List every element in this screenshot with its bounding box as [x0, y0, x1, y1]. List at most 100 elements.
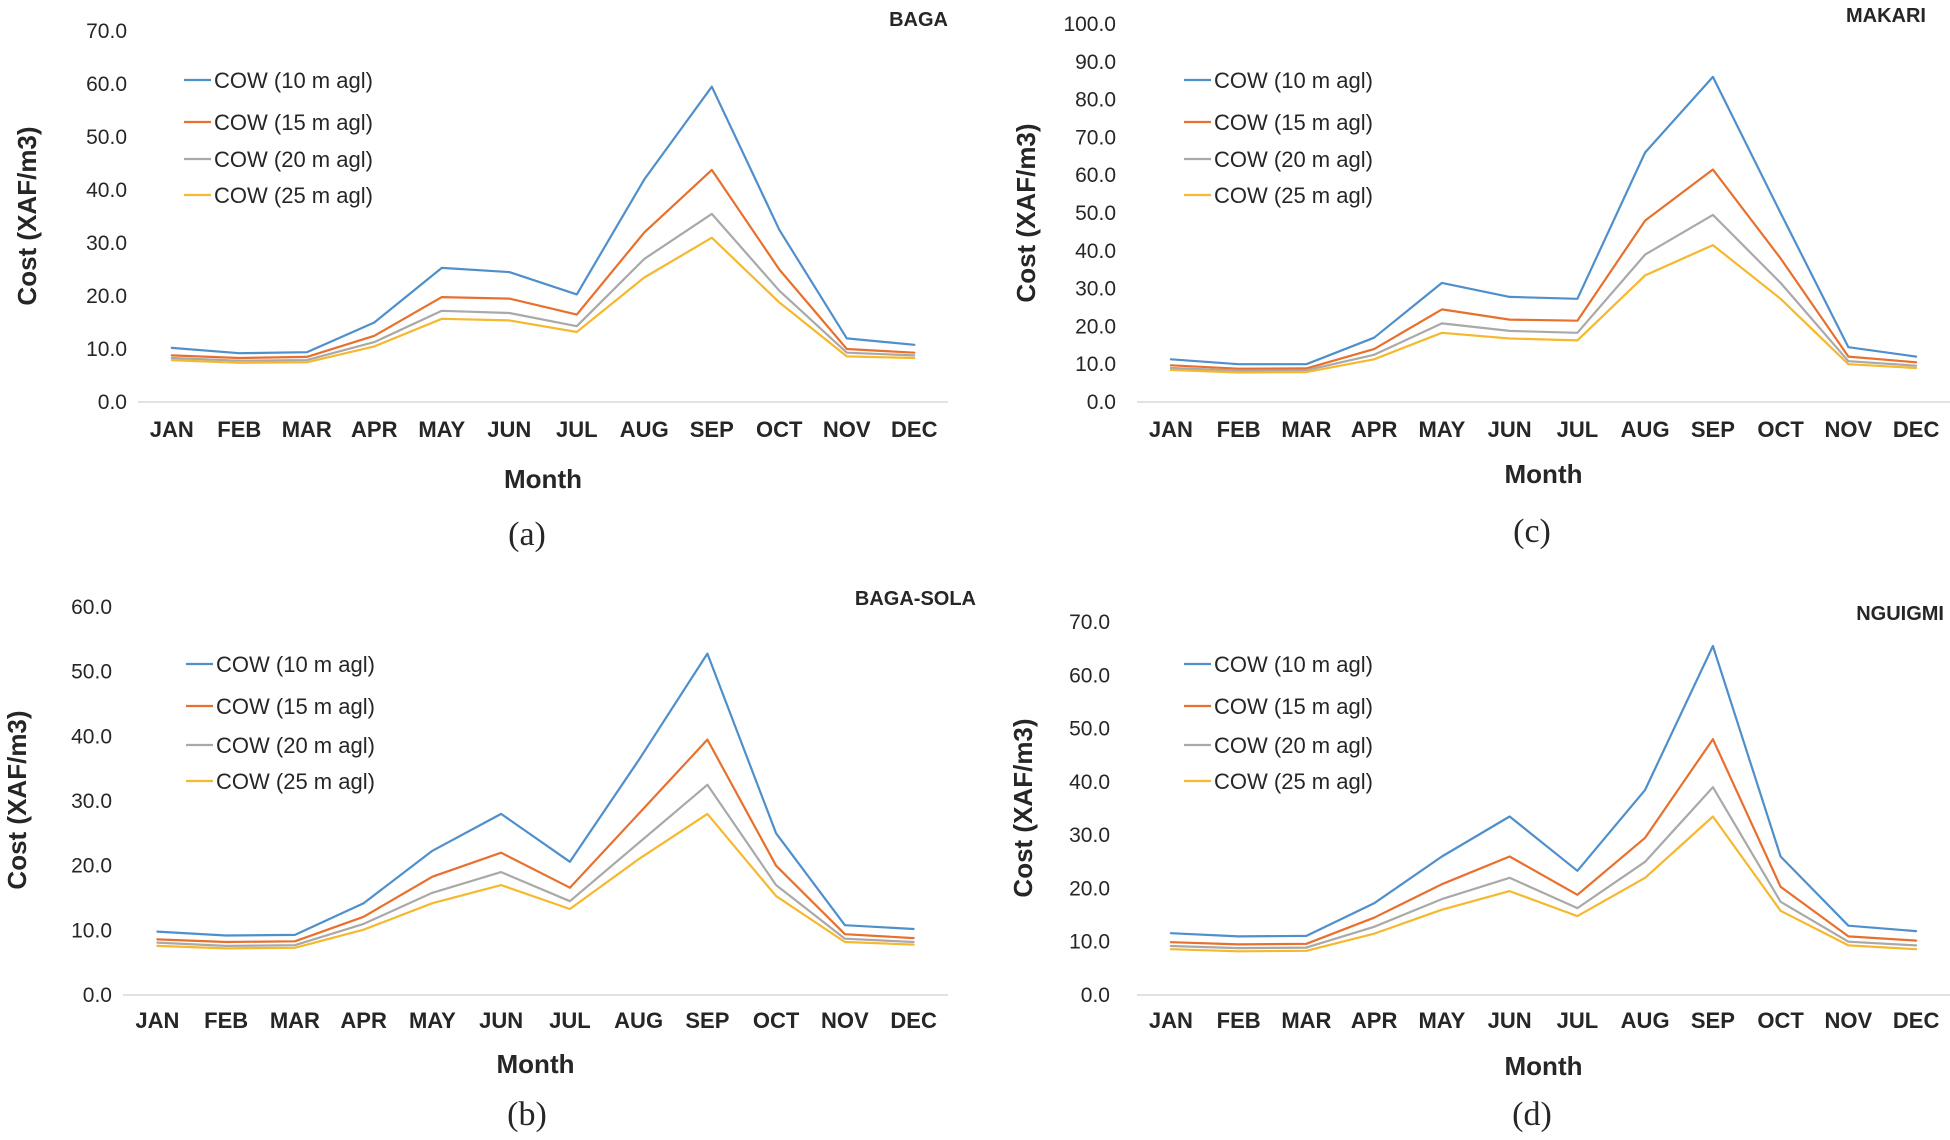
chart-title-nguigmi: NGUIGMI: [1856, 603, 1944, 625]
series-line-baga-2: [170, 168, 916, 360]
panel-caption: (b): [507, 1096, 547, 1133]
x-tick-label: JUL: [556, 417, 598, 442]
x-tick-label: APR: [1351, 417, 1398, 442]
series-line-makari-2: [1169, 168, 1918, 370]
chart-title-baga: BAGA: [889, 9, 948, 31]
y-tick-label: 10.0: [86, 338, 127, 361]
series-line-nguigmi-1: [1169, 644, 1918, 938]
y-tick-label: 50.0: [1069, 718, 1110, 741]
x-tick-label: JUL: [1557, 417, 1599, 442]
panel-caption: (a): [508, 516, 546, 553]
x-tick-label: JAN: [1149, 417, 1193, 442]
y-tick-label: 100.0: [1063, 13, 1116, 36]
x-tick-label: DEC: [891, 417, 938, 442]
x-tick-label: FEB: [1217, 1008, 1261, 1033]
legend-label: COW (10 m agl): [1214, 68, 1373, 93]
y-tick-label: 70.0: [86, 20, 127, 43]
x-tick-label: SEP: [1691, 1008, 1735, 1033]
x-tick-label: JUL: [549, 1008, 591, 1033]
y-axis-title: Cost (XAF/m3): [2, 710, 32, 889]
x-tick-label: JUN: [479, 1008, 523, 1033]
x-tick-label: FEB: [1217, 417, 1261, 442]
legend-label: COW (20 m agl): [214, 147, 373, 172]
x-tick-label: MAR: [270, 1008, 320, 1033]
legend-label: COW (15 m agl): [1214, 694, 1373, 719]
legend-label: COW (25 m agl): [1214, 183, 1373, 208]
x-tick-label: DEC: [890, 1008, 937, 1033]
x-tick-label: MAY: [1418, 1008, 1465, 1033]
x-tick-label: FEB: [217, 417, 261, 442]
x-tick-label: JUN: [1488, 417, 1532, 442]
y-tick-label: 40.0: [1075, 240, 1116, 263]
x-tick-label: NOV: [823, 417, 871, 442]
x-tick-label: MAR: [282, 417, 332, 442]
series-line-baga-sola-4: [156, 812, 915, 950]
x-tick-label: JUL: [1557, 1008, 1599, 1033]
x-tick-label: MAR: [1281, 417, 1331, 442]
legend-label: COW (15 m agl): [216, 694, 375, 719]
series-line-nguigmi-4: [1169, 815, 1918, 953]
legend-label: COW (15 m agl): [214, 110, 373, 135]
x-tick-label: JAN: [150, 417, 194, 442]
x-tick-label: JUN: [487, 417, 531, 442]
x-tick-label: OCT: [753, 1008, 800, 1033]
x-tick-label: APR: [1351, 1008, 1398, 1033]
y-tick-label: 60.0: [86, 73, 127, 96]
panel-caption: (d): [1512, 1096, 1552, 1133]
x-axis-title: Month: [1505, 1051, 1583, 1081]
legend-label: COW (10 m agl): [1214, 652, 1373, 677]
y-tick-label: 50.0: [71, 661, 112, 684]
y-tick-label: 50.0: [86, 126, 127, 149]
x-tick-label: SEP: [685, 1008, 729, 1033]
x-tick-label: AUG: [614, 1008, 663, 1033]
x-tick-label: MAY: [418, 417, 465, 442]
legend-label: COW (25 m agl): [216, 769, 375, 794]
series-line-baga-1: [170, 85, 916, 355]
x-tick-label: NOV: [1825, 1008, 1873, 1033]
y-tick-label: 50.0: [1075, 202, 1116, 225]
legend-label: COW (25 m agl): [214, 183, 373, 208]
legend-label: COW (25 m agl): [1214, 769, 1373, 794]
x-tick-label: OCT: [1757, 1008, 1804, 1033]
y-tick-label: 70.0: [1075, 126, 1116, 149]
y-tick-label: 0.0: [1081, 984, 1110, 1007]
y-tick-label: 0.0: [98, 391, 127, 414]
series-line-baga-sola-3: [156, 783, 915, 948]
x-tick-label: NOV: [1825, 417, 1873, 442]
y-tick-label: 90.0: [1075, 51, 1116, 74]
series-line-baga-sola-2: [156, 738, 915, 944]
x-tick-label: MAR: [1281, 1008, 1331, 1033]
series-line-baga-3: [170, 212, 916, 362]
x-tick-label: AUG: [1621, 1008, 1670, 1033]
legend-label: COW (15 m agl): [1214, 110, 1373, 135]
y-tick-label: 40.0: [1069, 771, 1110, 794]
panel-caption: (c): [1513, 513, 1551, 550]
legend-label: COW (20 m agl): [216, 733, 375, 758]
series-line-makari-4: [1169, 244, 1918, 374]
x-tick-label: APR: [351, 417, 398, 442]
y-tick-label: 0.0: [1087, 391, 1116, 414]
x-axis-title: Month: [504, 464, 582, 494]
y-axis-title: Cost (XAF/m3): [12, 126, 42, 305]
x-tick-label: SEP: [1691, 417, 1735, 442]
y-tick-label: 10.0: [1075, 353, 1116, 376]
y-tick-label: 30.0: [71, 790, 112, 813]
y-tick-label: 30.0: [1075, 278, 1116, 301]
x-axis-title: Month: [497, 1049, 575, 1079]
y-tick-label: 20.0: [1075, 315, 1116, 338]
y-tick-label: 60.0: [71, 596, 112, 619]
y-axis-title: Cost (XAF/m3): [1011, 123, 1041, 302]
series-line-nguigmi-2: [1169, 738, 1918, 946]
x-tick-label: DEC: [1893, 417, 1940, 442]
y-tick-label: 80.0: [1075, 89, 1116, 112]
y-tick-label: 30.0: [86, 232, 127, 255]
x-axis-title: Month: [1505, 459, 1583, 489]
x-tick-label: OCT: [756, 417, 803, 442]
y-tick-label: 0.0: [83, 984, 112, 1007]
legend-label: COW (10 m agl): [216, 652, 375, 677]
x-tick-label: MAY: [1418, 417, 1465, 442]
y-tick-label: 30.0: [1069, 824, 1110, 847]
x-tick-label: AUG: [1621, 417, 1670, 442]
